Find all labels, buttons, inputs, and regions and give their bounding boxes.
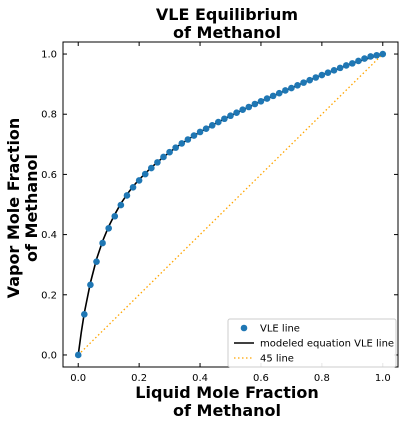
data-point-47 bbox=[361, 55, 368, 62]
data-point-6 bbox=[111, 213, 118, 220]
data-point-19 bbox=[191, 132, 198, 139]
data-point-12 bbox=[148, 165, 155, 172]
plot-frame bbox=[63, 42, 398, 367]
data-point-33 bbox=[276, 90, 283, 97]
y-tick-label-3: 0.6 bbox=[41, 170, 57, 181]
data-point-17 bbox=[178, 140, 185, 147]
data-point-9 bbox=[130, 184, 137, 191]
y-axis-label: Vapor Mole Fraction of Methanol bbox=[4, 118, 41, 299]
data-point-18 bbox=[185, 136, 192, 143]
data-point-34 bbox=[282, 87, 289, 94]
y-tick-label-4: 0.8 bbox=[41, 110, 57, 121]
data-point-10 bbox=[136, 177, 143, 184]
data-point-37 bbox=[300, 79, 307, 86]
data-point-0 bbox=[75, 352, 82, 359]
data-point-28 bbox=[245, 104, 252, 111]
data-point-11 bbox=[142, 171, 149, 178]
chart-title-line-1: VLE Equilibrium bbox=[156, 5, 298, 24]
data-point-4 bbox=[99, 240, 106, 247]
data-point-42 bbox=[331, 67, 338, 74]
data-point-3 bbox=[93, 258, 100, 265]
y-tick-label-1: 0.2 bbox=[41, 290, 57, 301]
data-point-27 bbox=[239, 106, 246, 113]
data-point-1 bbox=[81, 311, 88, 318]
y-tick-label-2: 0.4 bbox=[41, 230, 57, 241]
data-point-36 bbox=[294, 82, 301, 89]
data-point-7 bbox=[118, 202, 125, 209]
x-axis-label: Liquid Mole Fraction of Methanol bbox=[135, 383, 318, 420]
data-point-46 bbox=[355, 58, 362, 65]
data-point-49 bbox=[373, 52, 380, 59]
data-point-16 bbox=[172, 144, 179, 151]
data-point-23 bbox=[215, 119, 222, 126]
data-point-48 bbox=[367, 53, 374, 60]
data-point-35 bbox=[288, 85, 295, 92]
data-point-8 bbox=[124, 192, 131, 199]
x-axis-label-line-2: of Methanol bbox=[173, 401, 281, 420]
x-tick-label-5: 1.0 bbox=[375, 373, 391, 384]
x-axis-label-line-1: Liquid Mole Fraction bbox=[135, 383, 318, 402]
data-point-5 bbox=[105, 225, 112, 232]
x-tick-label-0: 0.0 bbox=[70, 373, 86, 384]
data-point-14 bbox=[160, 154, 167, 161]
data-point-44 bbox=[343, 62, 350, 69]
y-axis-label-line-2: of Methanol bbox=[22, 154, 41, 262]
data-point-39 bbox=[312, 74, 319, 81]
data-point-29 bbox=[252, 101, 259, 108]
y-tick-label-0: 0.0 bbox=[41, 350, 57, 361]
data-point-31 bbox=[264, 95, 271, 102]
legend-marker-0 bbox=[241, 325, 248, 332]
data-point-38 bbox=[306, 77, 313, 84]
data-point-2 bbox=[87, 282, 94, 289]
data-point-43 bbox=[337, 65, 344, 72]
data-point-15 bbox=[166, 149, 173, 156]
data-point-40 bbox=[319, 72, 326, 79]
data-point-13 bbox=[154, 159, 161, 166]
data-point-41 bbox=[325, 69, 332, 76]
data-point-25 bbox=[227, 112, 234, 119]
plot-area bbox=[75, 51, 386, 359]
data-point-32 bbox=[270, 93, 277, 100]
data-point-21 bbox=[203, 125, 210, 132]
y-axis-label-line-1: Vapor Mole Fraction bbox=[4, 118, 23, 299]
data-point-24 bbox=[221, 115, 228, 122]
data-point-50 bbox=[379, 51, 386, 58]
data-point-30 bbox=[258, 98, 265, 105]
chart-title: VLE Equilibrium of Methanol bbox=[156, 5, 298, 42]
legend-label-1: modeled equation VLE line bbox=[260, 339, 394, 350]
data-point-20 bbox=[197, 129, 204, 136]
legend-label-2: 45 line bbox=[260, 354, 294, 365]
data-point-45 bbox=[349, 60, 356, 67]
data-point-22 bbox=[209, 122, 216, 129]
chart-title-line-2: of Methanol bbox=[173, 23, 281, 42]
y-tick-label-5: 1.0 bbox=[41, 50, 57, 61]
legend: VLE line modeled equation VLE line 45 line bbox=[228, 319, 396, 367]
data-point-26 bbox=[233, 109, 240, 116]
legend-label-0: VLE line bbox=[260, 324, 300, 335]
